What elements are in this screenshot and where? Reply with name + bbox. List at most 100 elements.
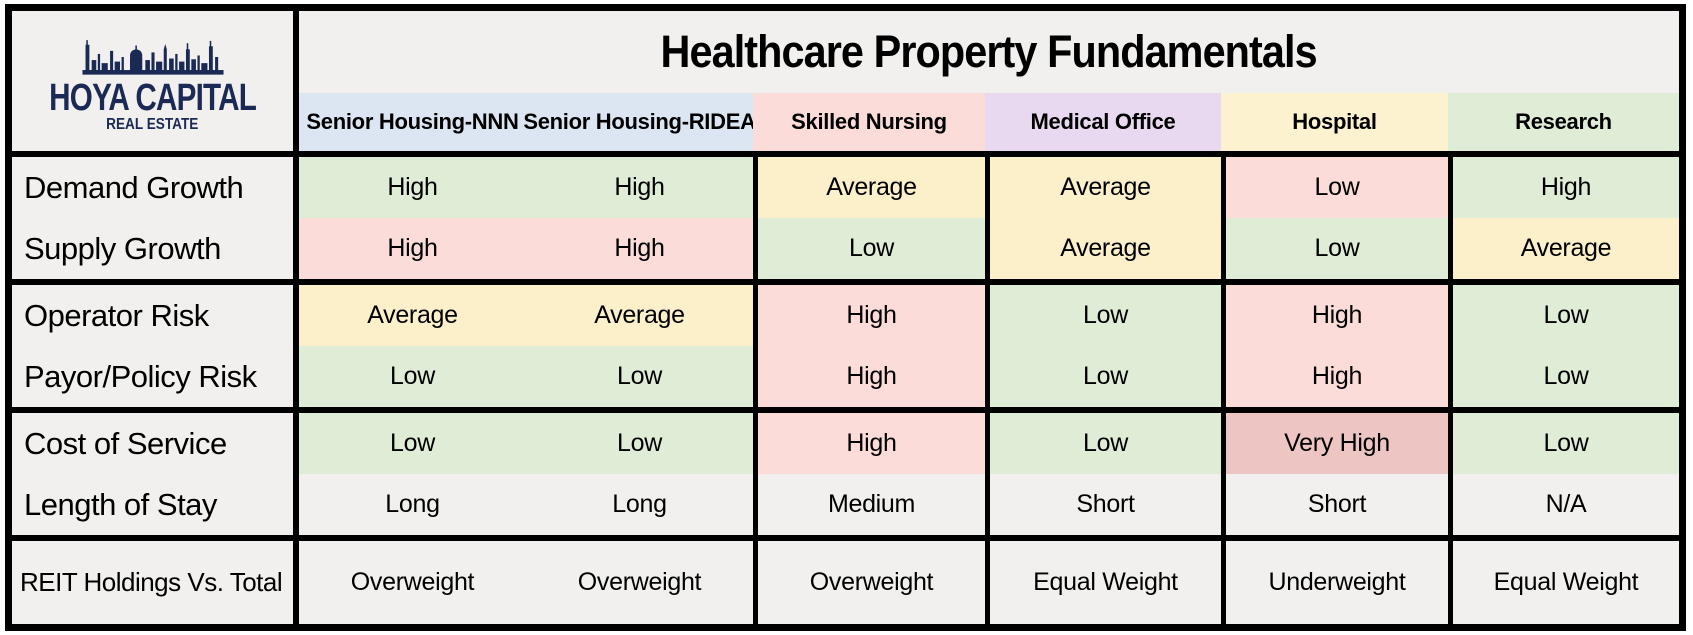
row-group: Cost of Service Length of Stay Low Long Low L…: [12, 407, 1679, 535]
cell-value: High: [526, 218, 753, 279]
row-label: Demand Growth: [24, 169, 244, 205]
column-cell: High Average: [1448, 157, 1679, 279]
cell-value: High: [299, 218, 526, 279]
cell-value: High: [758, 346, 985, 407]
row-group-cells: Average Low Average Low High High Low Low High Hi…: [299, 285, 1679, 407]
cell-value: High: [758, 413, 985, 474]
cell-value: Short: [1226, 474, 1448, 535]
logo-text: HOYA CAPITAL: [49, 76, 257, 119]
column-cell: Overweight: [753, 541, 985, 624]
column-cell: Average Low: [526, 285, 753, 407]
cell-value: Equal Weight: [990, 541, 1221, 624]
cell-value: High: [1453, 157, 1679, 218]
healthcare-fundamentals-table: HOYA CAPITAL REAL ESTATE Healthcare Prop…: [5, 4, 1686, 631]
row-group-cells: High High High High Average Low Average Average…: [299, 157, 1679, 279]
cell-value: Average: [990, 157, 1221, 218]
column-header: Skilled Nursing: [753, 93, 985, 151]
table-title: Healthcare Property Fundamentals: [660, 26, 1318, 77]
cell-value: Low: [990, 413, 1221, 474]
row-group-cells: Low Long Low Long High Medium Low Short Very Hig…: [299, 413, 1679, 535]
cell-value: Short: [990, 474, 1221, 535]
row-label-cell: REIT Holdings Vs. Total: [12, 541, 299, 624]
row-label-cell: Operator Risk Payor/Policy Risk: [12, 285, 299, 407]
footer-row: REIT Holdings Vs. Total Overweight Overwei…: [12, 535, 1679, 624]
column-cell: High High: [1221, 285, 1448, 407]
cell-value: Low: [1453, 413, 1679, 474]
column-cell: High Medium: [753, 413, 985, 535]
column-header: Medical Office: [985, 93, 1221, 151]
column-cell: Overweight: [299, 541, 526, 624]
city-skyline-icon: [81, 39, 224, 75]
cell-value: Low: [526, 346, 753, 407]
column-cell: Low Long: [526, 413, 753, 535]
row-label: Payor/Policy Risk: [24, 358, 257, 394]
table-body: Demand Growth Supply Growth High High High Hi…: [12, 151, 1679, 624]
hoya-capital-logo: HOYA CAPITAL REAL ESTATE: [12, 11, 299, 151]
cell-value: Low: [299, 413, 526, 474]
header-right: Healthcare Property Fundamentals Senior …: [299, 11, 1679, 151]
cell-value: High: [1226, 346, 1448, 407]
column-cell: Low Low: [1448, 285, 1679, 407]
cell-value: N/A: [1453, 474, 1679, 535]
title-area: Healthcare Property Fundamentals: [299, 11, 1679, 93]
cell-value: Average: [758, 157, 985, 218]
cell-value: High: [299, 157, 526, 218]
cell-value: Overweight: [758, 541, 985, 624]
cell-value: Low: [990, 346, 1221, 407]
column-header: Senior Housing-NNN: [299, 93, 526, 151]
cell-value: Equal Weight: [1453, 541, 1679, 624]
cell-value: Long: [299, 474, 526, 535]
cell-value: Low: [526, 413, 753, 474]
column-cell: Low N/A: [1448, 413, 1679, 535]
column-header: Research: [1448, 93, 1679, 151]
cell-value: High: [526, 157, 753, 218]
column-cell: Average Low: [753, 157, 985, 279]
column-cell: High High: [526, 157, 753, 279]
row-group: Operator Risk Payor/Policy Risk Average Low…: [12, 279, 1679, 407]
cell-value: High: [758, 285, 985, 346]
row-label-cell: Demand Growth Supply Growth: [12, 157, 299, 279]
cell-value: Underweight: [1226, 541, 1448, 624]
cell-value: Overweight: [526, 541, 753, 624]
row-label: Supply Growth: [24, 230, 221, 266]
column-header: Hospital: [1221, 93, 1448, 151]
row-label: REIT Holdings Vs. Total: [20, 567, 283, 597]
cell-value: Very High: [1226, 413, 1448, 474]
cell-value: Overweight: [299, 541, 526, 624]
column-cell: Underweight: [1221, 541, 1448, 624]
column-cell: High High: [753, 285, 985, 407]
cell-value: Medium: [758, 474, 985, 535]
row-label-cell: Cost of Service Length of Stay: [12, 413, 299, 535]
row-label: Cost of Service: [24, 425, 227, 461]
cell-value: High: [1226, 285, 1448, 346]
cell-value: Low: [299, 346, 526, 407]
logo-subtext: REAL ESTATE: [106, 115, 199, 133]
cell-value: Low: [990, 285, 1221, 346]
header-row: HOYA CAPITAL REAL ESTATE Healthcare Prop…: [12, 11, 1679, 151]
column-cell: Low Short: [985, 413, 1221, 535]
column-cell: Low Low: [985, 285, 1221, 407]
column-cell: Equal Weight: [985, 541, 1221, 624]
column-cell: High High: [299, 157, 526, 279]
cell-value: Low: [1453, 346, 1679, 407]
cell-value: Average: [990, 218, 1221, 279]
column-cell: Average Low: [299, 285, 526, 407]
cell-value: Average: [299, 285, 526, 346]
column-cell: Average Average: [985, 157, 1221, 279]
column-cell: Very High Short: [1221, 413, 1448, 535]
row-label: Length of Stay: [24, 486, 217, 522]
cell-value: Low: [1453, 285, 1679, 346]
column-cell: Low Long: [299, 413, 526, 535]
column-cell: Equal Weight: [1448, 541, 1679, 624]
cell-value: Low: [758, 218, 985, 279]
column-header: Senior Housing-RIDEA: [523, 93, 756, 151]
column-headers: Senior Housing-NNN Senior Housing-RIDEA Sk…: [299, 93, 1679, 151]
cell-value: Average: [526, 285, 753, 346]
row-label: Operator Risk: [24, 297, 209, 333]
cell-value: Low: [1226, 218, 1448, 279]
column-cell: Overweight: [526, 541, 753, 624]
cell-value: Long: [526, 474, 753, 535]
footer-cells: Overweight Overweight Overweight Equal Weig…: [299, 541, 1679, 624]
row-group: Demand Growth Supply Growth High High High Hi…: [12, 151, 1679, 279]
cell-value: Low: [1226, 157, 1448, 218]
